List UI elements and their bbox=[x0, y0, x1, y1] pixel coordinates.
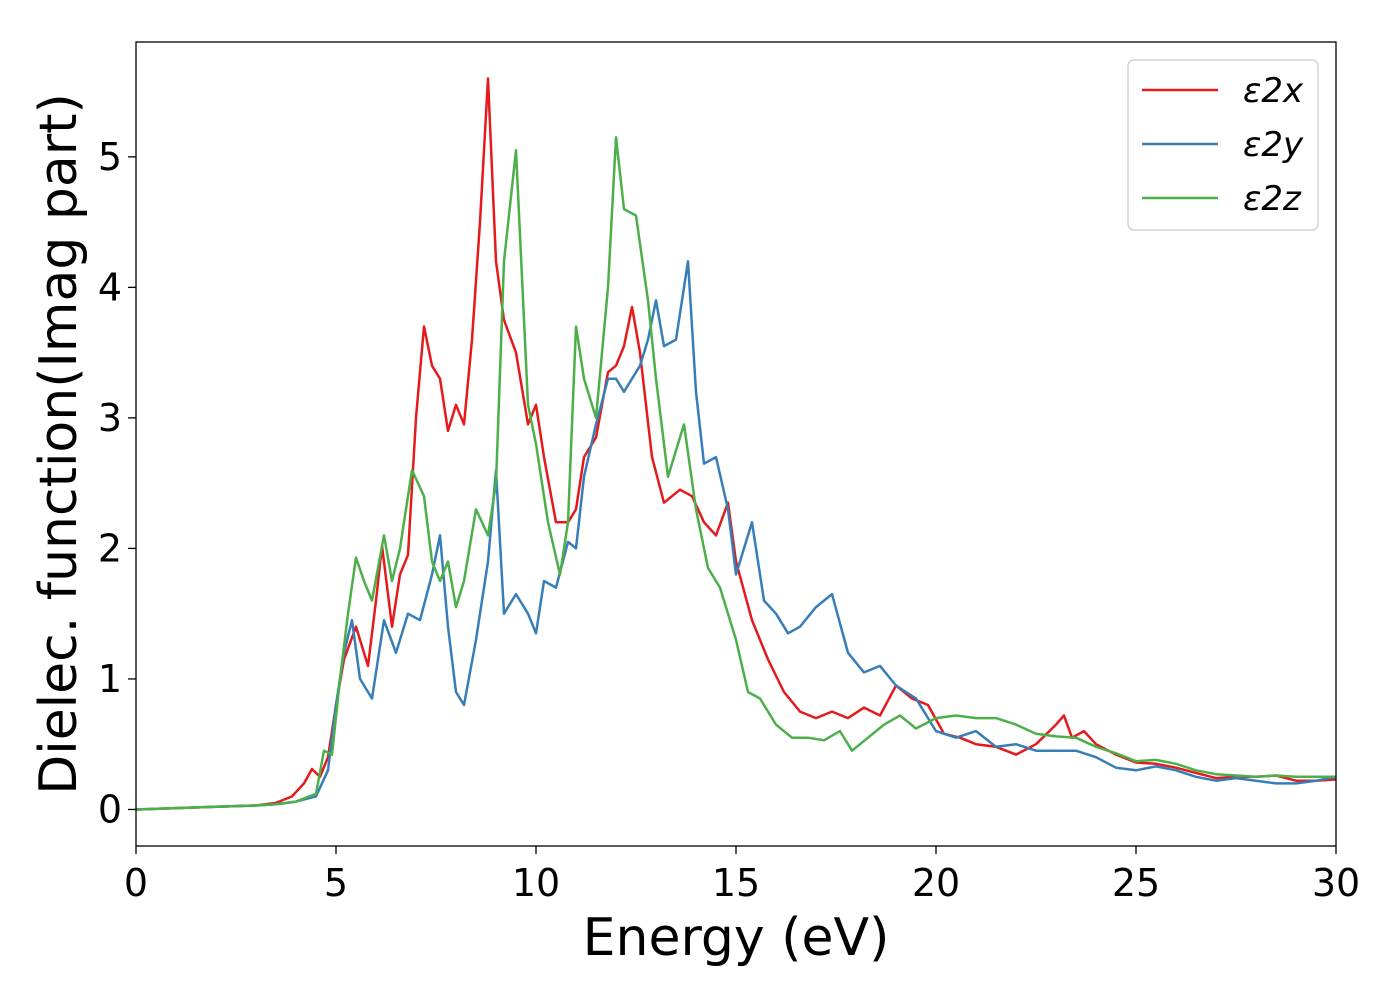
x-tick-label: 10 bbox=[512, 861, 560, 905]
x-tick-label: 0 bbox=[124, 861, 148, 905]
legend: ε2x ε2y ε2z bbox=[1127, 59, 1319, 231]
y-axis: 0 1 2 3 4 5 bbox=[98, 135, 136, 831]
legend-label-0: ε2x bbox=[1243, 71, 1304, 111]
x-axis-title: Energy (eV) bbox=[583, 908, 890, 968]
x-tick-label: 5 bbox=[324, 861, 348, 905]
x-axis: 0 5 10 15 20 25 30 bbox=[124, 846, 1360, 905]
y-tick-label: 2 bbox=[98, 526, 122, 570]
y-tick-label: 4 bbox=[98, 265, 122, 309]
legend-label-2: ε2z bbox=[1243, 179, 1302, 219]
series-layer bbox=[135, 77, 1337, 811]
y-tick-label: 5 bbox=[98, 135, 122, 179]
y-tick-label: 0 bbox=[98, 787, 122, 831]
series-line-0 bbox=[135, 77, 1337, 811]
y-axis-title: Dielec. function(Imag part) bbox=[29, 93, 89, 795]
x-tick-label: 20 bbox=[912, 861, 960, 905]
legend-box bbox=[1127, 59, 1319, 231]
x-tick-label: 15 bbox=[712, 861, 760, 905]
series-line-1 bbox=[135, 260, 1337, 811]
series-line-2 bbox=[135, 136, 1336, 811]
x-tick-label: 25 bbox=[1112, 861, 1160, 905]
y-tick-label: 1 bbox=[98, 657, 122, 701]
legend-label-1: ε2y bbox=[1243, 125, 1304, 165]
x-tick-label: 30 bbox=[1312, 861, 1360, 905]
y-tick-label: 3 bbox=[98, 396, 122, 440]
